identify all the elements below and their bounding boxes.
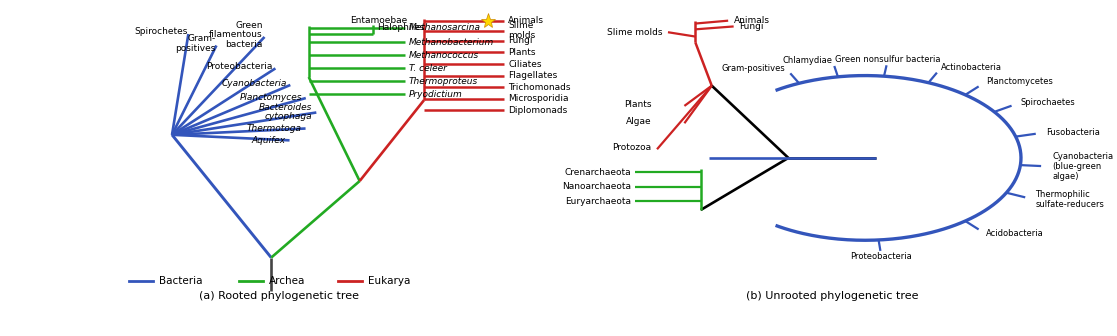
Text: Ciliates: Ciliates — [508, 59, 542, 69]
Text: Proteobacteria: Proteobacteria — [207, 62, 273, 71]
Text: Algae: Algae — [626, 117, 651, 126]
Text: Methanobacterium: Methanobacterium — [409, 38, 494, 47]
Text: Fungi: Fungi — [739, 22, 764, 31]
Text: Crenarchaeota: Crenarchaeota — [564, 168, 631, 177]
Text: Planctomyces: Planctomyces — [239, 92, 302, 101]
Text: Plants: Plants — [624, 100, 651, 109]
Text: Aquifex: Aquifex — [251, 136, 285, 145]
Text: Archea: Archea — [268, 276, 305, 286]
Text: Cyanobacteria: Cyanobacteria — [221, 79, 287, 88]
Text: Eukarya: Eukarya — [367, 276, 410, 286]
Text: Thermoproteus: Thermoproteus — [409, 77, 478, 86]
Text: Slime molds: Slime molds — [607, 28, 662, 37]
Text: Gram-positives: Gram-positives — [722, 64, 785, 73]
Text: Bacteroides
cytophaga: Bacteroides cytophaga — [259, 102, 313, 121]
Text: T. celeer: T. celeer — [409, 64, 447, 73]
Text: Protozoa: Protozoa — [612, 143, 651, 152]
Text: Euryarchaeota: Euryarchaeota — [565, 197, 631, 206]
Text: Fusobacteria: Fusobacteria — [1047, 128, 1100, 137]
Text: Fungi: Fungi — [508, 36, 533, 45]
Text: Entamoebae: Entamoebae — [350, 16, 407, 25]
Text: Animals: Animals — [734, 16, 770, 25]
Text: Pryodictium: Pryodictium — [409, 90, 462, 99]
Text: Bacteria: Bacteria — [159, 276, 202, 286]
Text: Trichomonads: Trichomonads — [508, 83, 571, 92]
Text: Proteobacteria: Proteobacteria — [850, 252, 913, 261]
Text: Nanoarchaeota: Nanoarchaeota — [562, 182, 631, 191]
Text: Halophiles: Halophiles — [376, 24, 424, 32]
Text: Methanococcus: Methanococcus — [409, 51, 479, 60]
Text: Actinobacteria: Actinobacteria — [942, 63, 1002, 72]
Text: Green
filamentous
bacteria: Green filamentous bacteria — [209, 21, 262, 49]
Text: Spirochetes: Spirochetes — [135, 27, 188, 36]
Text: Methanosarcina: Methanosarcina — [409, 24, 481, 32]
Text: Cyanobacteria
(blue-green
algae): Cyanobacteria (blue-green algae) — [1052, 152, 1114, 181]
Text: Flagellates: Flagellates — [508, 71, 557, 80]
Text: Slime
molds: Slime molds — [508, 21, 535, 40]
Text: (a) Rooted phylogenetic tree: (a) Rooted phylogenetic tree — [199, 291, 360, 301]
Text: Spirochaetes: Spirochaetes — [1021, 98, 1076, 107]
Text: Plants: Plants — [508, 48, 536, 57]
Text: Gram-
positives: Gram- positives — [175, 34, 216, 53]
Text: Microsporidia: Microsporidia — [508, 94, 569, 103]
Text: (b) Unrooted phylogenetic tree: (b) Unrooted phylogenetic tree — [746, 291, 918, 301]
Text: Green nonsulfur bacteria: Green nonsulfur bacteria — [836, 55, 941, 64]
Text: Diplomonads: Diplomonads — [508, 106, 567, 115]
Text: Chlamydiae: Chlamydiae — [782, 56, 832, 65]
Text: Animals: Animals — [508, 16, 544, 25]
Text: Thermophilic
sulfate-reducers: Thermophilic sulfate-reducers — [1035, 191, 1104, 209]
Text: Planctomycetes: Planctomycetes — [985, 78, 1052, 86]
Text: Acidobacteria: Acidobacteria — [985, 229, 1043, 238]
Text: Thermotoga: Thermotoga — [246, 124, 302, 133]
